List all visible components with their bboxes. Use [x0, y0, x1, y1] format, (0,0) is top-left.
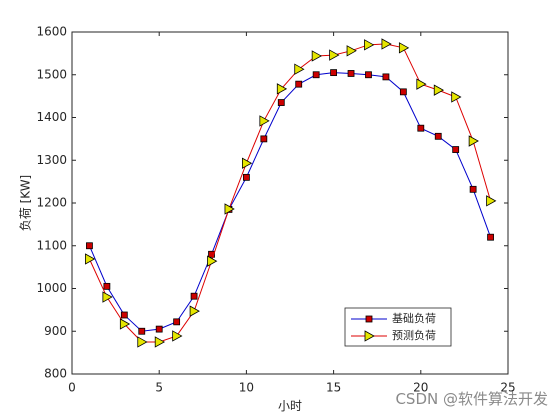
marker [155, 325, 163, 333]
marker [469, 185, 477, 193]
marker [224, 203, 235, 215]
x-tick-label: 20 [413, 381, 428, 395]
x-tick-label: 10 [239, 381, 254, 395]
marker [468, 135, 479, 147]
marker [346, 45, 357, 57]
marker [398, 42, 410, 54]
marker [294, 63, 305, 75]
marker [451, 91, 462, 103]
marker [347, 70, 355, 77]
marker [487, 233, 494, 241]
marker [242, 173, 250, 181]
marker [277, 99, 285, 106]
marker [434, 132, 442, 140]
marker [173, 318, 181, 326]
legend-marker [365, 315, 373, 323]
watermark: CSDN @软件算法开发 [395, 390, 548, 408]
y-tick-label: 1500 [36, 67, 67, 81]
marker [486, 195, 497, 207]
legend-box [344, 307, 452, 347]
marker [433, 84, 445, 96]
y-tick-label: 900 [44, 324, 67, 338]
x-tick-label: 25 [500, 381, 515, 395]
x-tick-label: 0 [68, 381, 76, 395]
marker [365, 71, 372, 79]
marker [381, 38, 392, 50]
marker [119, 318, 131, 330]
marker [154, 336, 166, 348]
marker [241, 157, 253, 169]
y-tick-label: 1100 [36, 238, 67, 252]
marker [311, 50, 322, 62]
legend-label: 预测负荷 [392, 328, 436, 342]
x-tick-label: 5 [155, 381, 163, 395]
marker [86, 242, 93, 250]
marker [276, 83, 288, 95]
marker [382, 73, 390, 81]
marker [312, 71, 320, 79]
marker [190, 292, 198, 300]
marker [208, 250, 215, 258]
marker [172, 330, 183, 342]
y-tick-label: 1200 [36, 196, 67, 210]
legend-marker [364, 330, 375, 342]
marker [138, 327, 146, 335]
marker [137, 336, 148, 348]
y-tick-label: 1000 [36, 281, 67, 295]
marker [329, 49, 340, 61]
x-tick-label: 15 [326, 381, 341, 395]
y-axis-label: 负荷 [KW] [19, 175, 33, 232]
marker [103, 282, 111, 290]
marker [364, 39, 375, 51]
marker [416, 78, 427, 90]
marker [330, 69, 338, 77]
y-tick-label: 800 [44, 367, 67, 381]
marker [399, 88, 407, 96]
x-axis-label: 小时 [278, 399, 302, 413]
marker [295, 80, 303, 88]
marker [207, 255, 218, 267]
y-tick-label: 1300 [36, 153, 67, 167]
y-tick-label: 1600 [36, 25, 67, 39]
legend-label: 基础负荷 [392, 311, 436, 325]
marker [260, 135, 268, 143]
y-tick-label: 1400 [36, 110, 67, 124]
marker [417, 124, 425, 132]
marker [120, 311, 128, 319]
marker [102, 291, 113, 303]
marker [452, 146, 460, 153]
marker [189, 305, 200, 317]
marker [85, 253, 96, 265]
marker [259, 115, 270, 127]
